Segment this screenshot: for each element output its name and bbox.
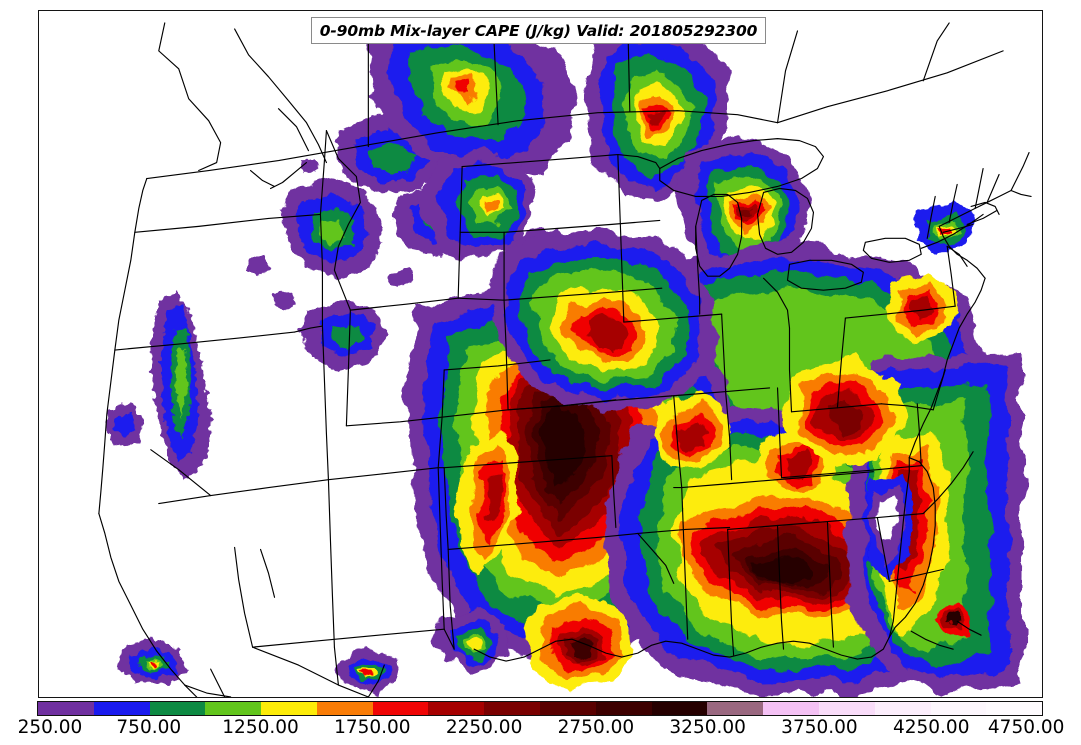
colorbar-segment: [93, 702, 150, 715]
colorbar-segment: [930, 702, 987, 715]
colorbar-segment: [874, 702, 931, 715]
map-geography: [98, 22, 1032, 697]
colorbar-segment: [38, 702, 94, 715]
colorbar-tick-label: 1750.00: [334, 717, 411, 738]
cape-colorbar-tick-labels: 250.00 750.00 1250.00 1750.00 2250.00 2750.00…: [0, 717, 1081, 743]
cape-colorbar: [37, 701, 1043, 716]
colorbar-tick-label: 4750.00: [987, 717, 1065, 738]
colorbar-segment: [205, 702, 262, 715]
colorbar-segment: [372, 702, 429, 715]
colorbar-tick-label: 3250.00: [669, 717, 746, 738]
colorbar-tick-label: 3750.00: [781, 717, 858, 738]
colorbar-tick-label: 4250.00: [892, 717, 970, 738]
cape-fill-central-plains: [490, 226, 718, 412]
colorbar-tick-label: 750.00: [116, 717, 182, 738]
colorbar-segment: [540, 702, 596, 715]
colorbar-segment: [484, 702, 541, 715]
colorbar-segment: [595, 702, 652, 715]
plot-title-box: 0-90mb Mix-layer CAPE (J/kg) Valid: 2018…: [311, 17, 766, 44]
colorbar-segment: [986, 702, 1043, 715]
colorbar-segment: [651, 702, 708, 715]
colorbar-segment: [818, 702, 875, 715]
colorbar-tick-label: 250.00: [17, 717, 83, 738]
colorbar-segment: [316, 702, 373, 715]
colorbar-tick-label: 2250.00: [445, 717, 523, 738]
colorbar-segment: [707, 702, 764, 715]
colorbar-segment: [149, 702, 206, 715]
colorbar-tick-label: 2750.00: [557, 717, 635, 738]
plot-title-text: 0-90mb Mix-layer CAPE (J/kg) Valid: 2018…: [319, 21, 758, 40]
colorbar-segment: [428, 702, 485, 715]
colorbar-segment: [763, 702, 819, 715]
cape-map-svg: [39, 11, 1042, 697]
map-plot-area: [38, 10, 1043, 698]
colorbar-tick-label: 1250.00: [222, 717, 299, 738]
colorbar-segment: [261, 702, 317, 715]
